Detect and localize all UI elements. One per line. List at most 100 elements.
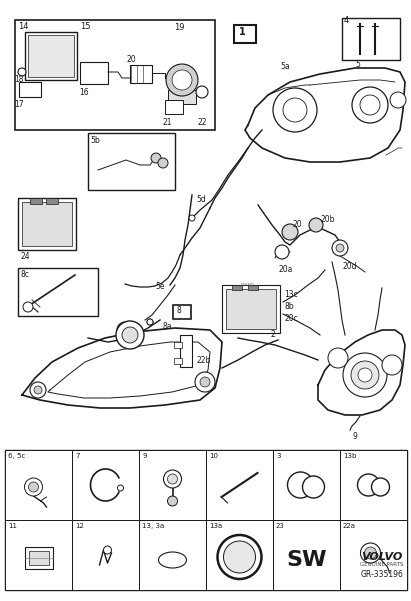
Bar bbox=[5, 450, 72, 520]
Bar bbox=[130, 65, 152, 83]
Circle shape bbox=[18, 68, 26, 76]
Text: 10: 10 bbox=[209, 453, 218, 459]
Text: 5e: 5e bbox=[155, 282, 164, 291]
Text: 22b: 22b bbox=[196, 356, 210, 365]
Bar bbox=[18, 268, 98, 316]
Text: 13b: 13b bbox=[343, 453, 356, 459]
Circle shape bbox=[200, 377, 210, 387]
Circle shape bbox=[282, 224, 298, 240]
Circle shape bbox=[116, 321, 144, 349]
Text: 6, 5c: 6, 5c bbox=[8, 453, 25, 459]
Text: 8: 8 bbox=[177, 306, 181, 315]
Circle shape bbox=[365, 547, 376, 559]
Text: 24: 24 bbox=[20, 252, 30, 261]
Text: 5b: 5b bbox=[90, 136, 100, 145]
Circle shape bbox=[358, 368, 372, 382]
Bar bbox=[340, 520, 407, 590]
Text: 11: 11 bbox=[8, 523, 17, 529]
Text: 19: 19 bbox=[174, 23, 185, 32]
Circle shape bbox=[309, 218, 323, 232]
Circle shape bbox=[352, 87, 388, 123]
Text: 20b: 20b bbox=[320, 215, 335, 224]
Circle shape bbox=[336, 244, 344, 252]
Circle shape bbox=[151, 153, 161, 163]
Circle shape bbox=[332, 240, 348, 256]
Bar bbox=[80, 62, 108, 84]
Circle shape bbox=[343, 353, 387, 397]
Text: 5: 5 bbox=[355, 60, 360, 69]
Text: 15: 15 bbox=[80, 22, 90, 31]
Circle shape bbox=[360, 95, 380, 115]
Bar bbox=[174, 358, 182, 364]
Text: 16: 16 bbox=[79, 88, 89, 97]
Bar bbox=[139, 520, 206, 590]
Text: 17: 17 bbox=[14, 100, 23, 109]
Circle shape bbox=[275, 245, 289, 259]
Text: 20: 20 bbox=[126, 55, 136, 64]
Bar bbox=[168, 90, 196, 104]
Bar bbox=[232, 285, 242, 290]
Text: 4: 4 bbox=[344, 16, 349, 25]
Bar bbox=[5, 520, 72, 590]
Bar bbox=[206, 450, 273, 520]
Circle shape bbox=[23, 302, 33, 312]
Bar bbox=[30, 198, 42, 204]
Bar bbox=[22, 202, 72, 246]
Text: 14: 14 bbox=[18, 22, 28, 31]
Bar bbox=[174, 342, 182, 348]
Bar bbox=[72, 450, 139, 520]
Circle shape bbox=[122, 327, 138, 343]
Circle shape bbox=[147, 319, 153, 325]
Bar bbox=[139, 450, 206, 520]
Circle shape bbox=[164, 470, 182, 488]
Circle shape bbox=[121, 326, 129, 334]
Circle shape bbox=[118, 485, 123, 491]
Text: 20d: 20d bbox=[342, 262, 356, 271]
Circle shape bbox=[390, 92, 406, 108]
Circle shape bbox=[172, 70, 192, 90]
Circle shape bbox=[372, 478, 390, 496]
Circle shape bbox=[360, 543, 381, 563]
Text: 23: 23 bbox=[276, 523, 285, 529]
Circle shape bbox=[196, 86, 208, 98]
Bar bbox=[28, 35, 74, 77]
Text: 5a: 5a bbox=[280, 62, 290, 71]
Bar bbox=[206, 520, 273, 590]
Bar bbox=[180, 335, 192, 367]
Bar bbox=[226, 289, 276, 329]
Text: VOLVO: VOLVO bbox=[241, 283, 255, 287]
Bar bbox=[19, 82, 41, 97]
Text: 18: 18 bbox=[14, 75, 23, 84]
Circle shape bbox=[302, 476, 325, 498]
Circle shape bbox=[382, 355, 402, 375]
Text: 13, 3a: 13, 3a bbox=[142, 523, 164, 529]
Text: GR-335196: GR-335196 bbox=[360, 570, 403, 579]
Circle shape bbox=[358, 474, 379, 496]
Text: 5d: 5d bbox=[196, 195, 206, 204]
Bar bbox=[72, 520, 139, 590]
Text: 3: 3 bbox=[276, 453, 280, 459]
Circle shape bbox=[30, 382, 46, 398]
Text: 22: 22 bbox=[197, 118, 206, 127]
Text: 22a: 22a bbox=[343, 523, 356, 529]
Bar bbox=[28, 551, 48, 565]
Circle shape bbox=[328, 348, 348, 368]
Text: 13c: 13c bbox=[284, 290, 298, 299]
Text: 20c: 20c bbox=[284, 314, 298, 323]
Circle shape bbox=[168, 496, 178, 506]
Circle shape bbox=[104, 546, 111, 554]
Bar bbox=[5, 450, 407, 590]
Text: 21: 21 bbox=[162, 118, 171, 127]
Text: VOLVO: VOLVO bbox=[362, 552, 403, 562]
Bar bbox=[234, 25, 256, 43]
Circle shape bbox=[34, 386, 42, 394]
Bar bbox=[222, 285, 280, 333]
Bar bbox=[273, 520, 340, 590]
Text: 12: 12 bbox=[75, 523, 84, 529]
Text: 8a: 8a bbox=[162, 322, 171, 331]
Bar bbox=[88, 133, 175, 190]
Circle shape bbox=[189, 215, 195, 221]
Circle shape bbox=[273, 88, 317, 132]
Circle shape bbox=[147, 319, 153, 325]
Circle shape bbox=[288, 472, 314, 498]
